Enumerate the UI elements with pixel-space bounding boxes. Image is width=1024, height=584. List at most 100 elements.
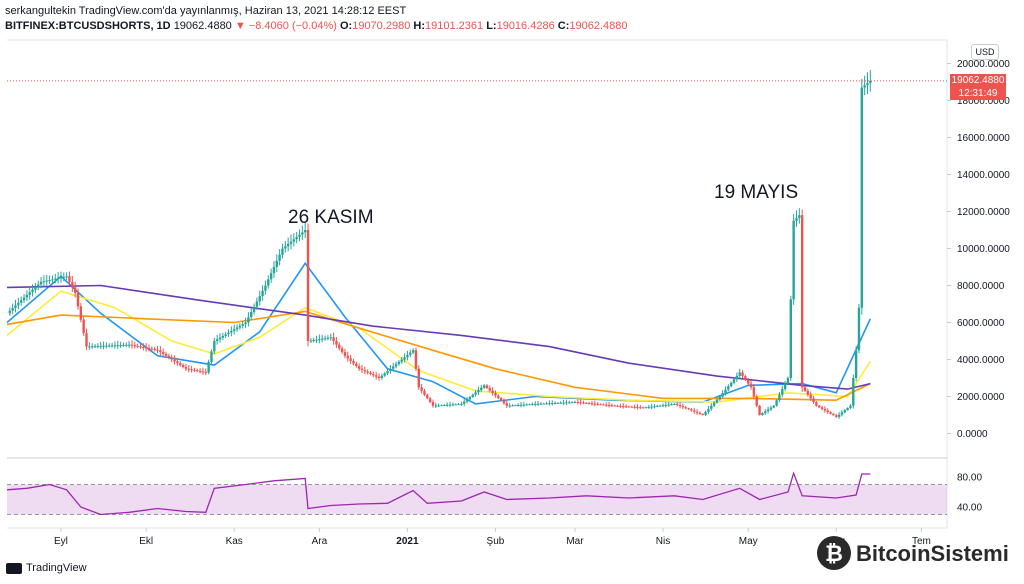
rsi-axis[interactable]: 80.00 40.00 — [957, 473, 982, 514]
candle-body — [244, 322, 247, 325]
candle-body — [292, 239, 296, 242]
candle-body — [508, 405, 511, 407]
candle-body — [477, 390, 480, 393]
candle-body — [45, 280, 48, 282]
candle-body — [715, 399, 719, 403]
candle-body — [215, 339, 219, 341]
candle-body — [585, 402, 588, 404]
candle-body — [704, 411, 707, 415]
candle-body — [133, 345, 136, 347]
candle-body — [204, 371, 207, 373]
candle-body — [389, 368, 392, 372]
candle-body — [261, 290, 264, 297]
candle-body — [514, 405, 517, 407]
candle-body — [832, 413, 835, 416]
candle-body — [670, 404, 673, 406]
candle-body — [823, 408, 827, 411]
price-axis[interactable]: 20000.0000 18000.0000 16000.0000 14000.0000… — [947, 59, 1010, 440]
candle-body — [59, 277, 63, 279]
candle-body — [812, 398, 815, 403]
time-axis-label: Ara — [312, 536, 328, 547]
candle-body — [255, 301, 259, 307]
time-axis[interactable]: EylEklKasAra2021ŞubMarNisMayHazTem — [54, 528, 931, 547]
candle-body — [633, 406, 636, 408]
header-line-1: serkangultekin TradingView.com'da yayınl… — [5, 5, 406, 17]
symbol-label[interactable]: BITFINEX:BTCUSDSHORTS, 1D — [5, 20, 171, 32]
candle-body — [241, 324, 244, 326]
candle-body — [664, 404, 668, 406]
candle-body — [221, 335, 225, 338]
candle-body — [497, 395, 500, 399]
candle-body — [695, 411, 699, 413]
candle-body — [860, 87, 864, 308]
candle-body — [701, 413, 704, 415]
price-change: −8.4060 (−0.04%) — [248, 20, 337, 32]
candle-body — [460, 403, 463, 405]
candle-body — [687, 408, 690, 410]
candle-body — [707, 408, 710, 412]
time-axis-label: Eyl — [54, 536, 68, 547]
author-name[interactable]: serkangultekin — [5, 5, 76, 17]
candle-body — [775, 400, 778, 406]
currency-label[interactable]: USD — [971, 44, 999, 60]
candle-body — [443, 405, 446, 407]
tradingview-logo[interactable]: TradingView — [6, 562, 87, 574]
candle-body — [295, 236, 298, 240]
tradingview-icon — [6, 562, 22, 574]
candle-body — [570, 402, 574, 404]
candle-body — [167, 355, 171, 358]
candle-body — [213, 341, 216, 352]
candle-body — [275, 260, 278, 267]
candle-body — [346, 355, 349, 359]
candle-body — [62, 276, 65, 278]
candle-body — [818, 405, 821, 408]
candle-body — [420, 387, 423, 391]
candle-body — [31, 289, 34, 293]
candle-body — [164, 353, 168, 356]
candle-body — [176, 361, 179, 364]
candle-body — [465, 399, 469, 402]
candle-body — [19, 300, 23, 303]
candle-body — [73, 287, 77, 293]
candle-body — [400, 359, 403, 362]
candle-body — [639, 407, 642, 409]
price-axis-label: 2000.0000 — [957, 392, 1005, 403]
candle-body — [744, 376, 747, 380]
candle-body — [272, 267, 276, 274]
candle-body — [755, 396, 758, 406]
candle-body — [440, 405, 443, 407]
price-pane[interactable] — [7, 40, 947, 458]
open-label: O: — [339, 20, 353, 32]
candle-body — [156, 349, 159, 351]
candle-body — [678, 405, 682, 407]
candle-body — [11, 308, 14, 311]
candle-body — [772, 405, 775, 408]
candle-body — [724, 389, 727, 394]
candle-body — [829, 412, 832, 414]
candle-body — [630, 406, 633, 408]
candle-body — [426, 394, 429, 399]
open-value: 19070.2980 — [352, 20, 411, 32]
candle-body — [809, 394, 812, 399]
candle-body — [431, 402, 435, 406]
candle-body — [79, 306, 83, 320]
candle-body — [90, 346, 94, 348]
candle-body — [857, 307, 861, 351]
candle-body — [846, 407, 849, 411]
low-value: 19016.4286 — [496, 20, 555, 32]
candle-body — [403, 357, 406, 360]
candle-body — [423, 390, 426, 395]
candle-body — [173, 359, 176, 362]
candle-body — [374, 375, 378, 377]
candle-body — [519, 404, 523, 406]
candle-body — [556, 402, 560, 404]
candle-body — [732, 379, 736, 383]
candle-body — [445, 404, 449, 406]
time-axis-label: Nis — [656, 536, 670, 547]
price-axis-label: 8000.0000 — [957, 281, 1005, 292]
candle-body — [397, 361, 401, 365]
candle-body — [761, 413, 764, 415]
candle-body — [125, 344, 128, 346]
candle-body — [673, 403, 676, 405]
